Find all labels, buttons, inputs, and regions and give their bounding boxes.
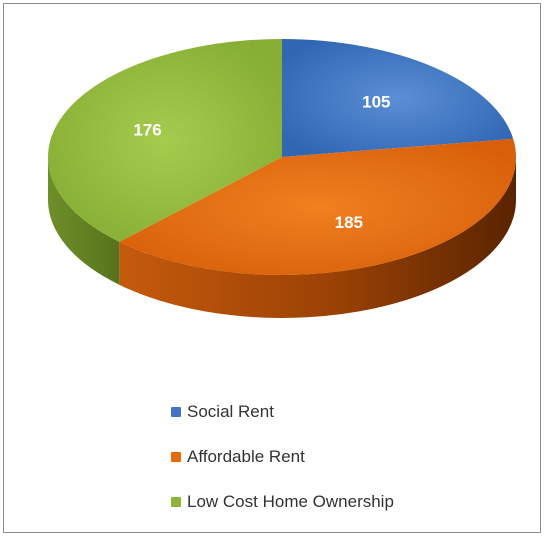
pie-slice-social-rent [282, 39, 514, 157]
pie-side-low-cost-home-ownership [48, 157, 120, 285]
pie-sides [48, 157, 517, 319]
legend-swatch-affordable-rent [171, 451, 181, 462]
pie-chart: 105 185 176 [47, 39, 517, 319]
pie-side-affordable-rent [119, 157, 517, 319]
pie-tops [47, 39, 517, 275]
legend-label-low-cost-home-ownership: Low Cost Home Ownership [187, 491, 394, 511]
legend-item-social-rent: Social Rent [171, 400, 394, 423]
chart-frame: 105 185 176 Social Rent Affordable Rent Lo… [3, 3, 541, 533]
legend-swatch-low-cost-home-ownership [171, 496, 181, 507]
pie-slice-affordable-rent [119, 138, 517, 275]
data-label-affordable-rent: 185 [335, 213, 363, 232]
pie-labels: 105 185 176 [133, 92, 390, 232]
pie-slice-low-cost-home-ownership [47, 39, 283, 242]
data-label-social-rent: 105 [362, 92, 390, 111]
legend-swatch-social-rent [171, 406, 181, 417]
legend-item-affordable-rent: Affordable Rent [171, 445, 394, 468]
legend: Social Rent Affordable Rent Low Cost Hom… [171, 400, 394, 535]
data-label-low-cost-home-ownership: 176 [133, 121, 161, 140]
legend-label-social-rent: Social Rent [187, 401, 274, 421]
legend-item-low-cost-home-ownership: Low Cost Home Ownership [171, 490, 394, 513]
legend-label-affordable-rent: Affordable Rent [187, 446, 305, 466]
